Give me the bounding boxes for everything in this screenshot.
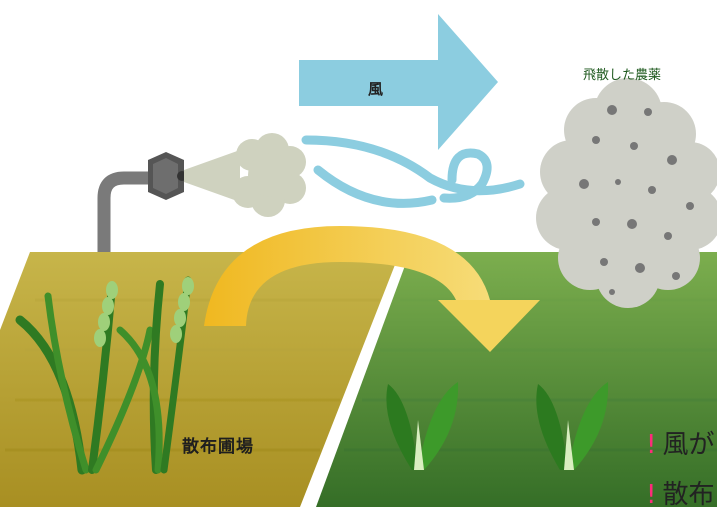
sprayer-nozzle xyxy=(97,152,187,252)
note-line: ! 風が xyxy=(646,424,714,461)
pesticide-cloud xyxy=(536,78,717,308)
rice-plants xyxy=(15,276,194,475)
note-text: 風が xyxy=(662,430,715,460)
wind-swirl xyxy=(301,135,525,208)
spray-mist xyxy=(184,133,306,217)
wind-label: 風 xyxy=(368,80,384,98)
wind-arrow xyxy=(299,14,498,150)
sprayed-field-label: 散布圃場 xyxy=(182,437,254,457)
note-text: 散布 xyxy=(662,480,715,510)
note-bullet: ! xyxy=(646,430,657,460)
drifted-pesticide-label: 飛散した農薬 xyxy=(583,68,662,83)
drift-arrow xyxy=(204,226,540,352)
note-bullet: ! xyxy=(646,480,657,510)
note-line: ! 散布 xyxy=(646,474,714,511)
vegetable-plants xyxy=(386,382,609,470)
